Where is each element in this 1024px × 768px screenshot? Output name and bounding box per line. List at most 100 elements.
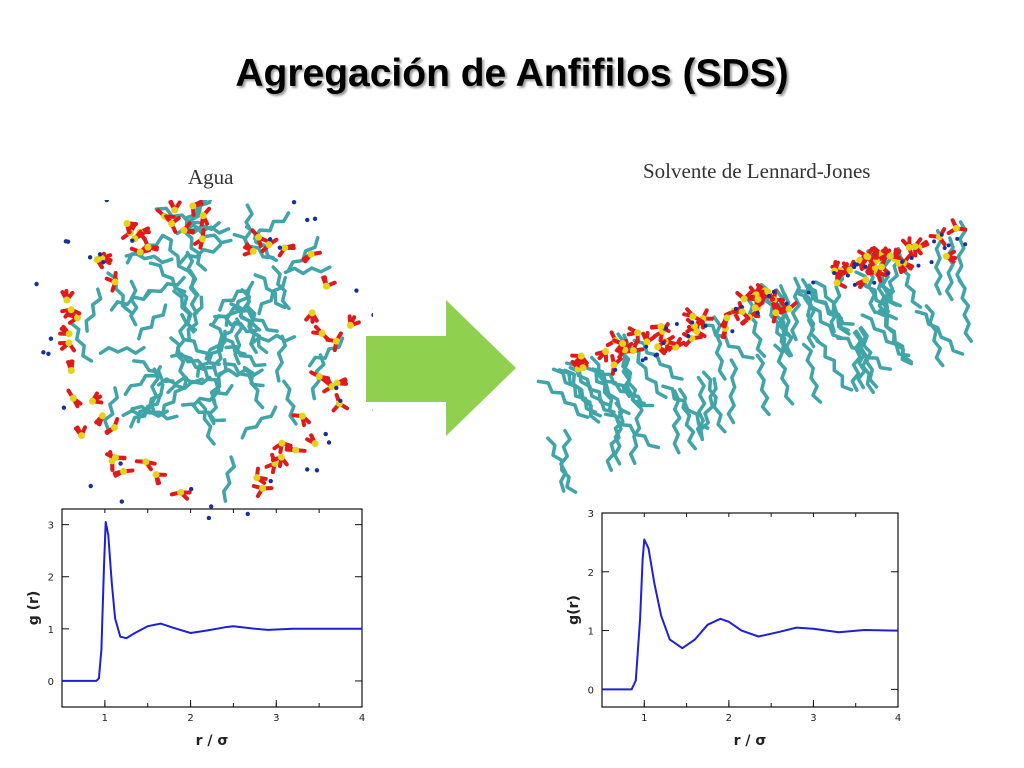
- alkyl-tail: [955, 220, 968, 286]
- counter-ion: [784, 301, 789, 306]
- alkyl-tail: [257, 275, 287, 316]
- sulfate-head: [577, 352, 585, 360]
- sulfate-head: [298, 412, 306, 420]
- sulfate-head: [311, 440, 319, 448]
- counter-ion: [41, 350, 46, 355]
- counter-ion: [942, 245, 947, 250]
- sulfate-head: [657, 322, 665, 330]
- counter-ion: [97, 252, 103, 257]
- alkyl-tail: [249, 333, 297, 346]
- counter-ion: [643, 356, 648, 361]
- y-tick-label: 3: [48, 521, 54, 532]
- counter-ion: [806, 290, 811, 295]
- sulfate-head: [265, 241, 273, 249]
- sulfate-head: [886, 252, 894, 260]
- sulfate-head: [315, 373, 323, 381]
- alkyl-tail: [240, 405, 278, 440]
- alkyl-tail: [123, 365, 162, 397]
- counter-ion: [916, 263, 921, 268]
- sulfate-head: [292, 446, 300, 454]
- counter-ion: [312, 216, 318, 222]
- alkyl-tail: [282, 379, 298, 426]
- alkyl-tail: [175, 312, 189, 360]
- alkyl-tail: [182, 229, 208, 272]
- sulfate-head: [911, 242, 919, 250]
- sulfate-head: [120, 467, 128, 475]
- counter-ion: [206, 515, 212, 520]
- counter-ion: [118, 461, 123, 466]
- counter-ion: [664, 326, 669, 331]
- sulfate-head: [689, 312, 697, 320]
- alkyl-tail: [801, 342, 823, 404]
- sulfate-head: [144, 243, 152, 251]
- y-tick-label: 0: [48, 677, 54, 688]
- sulfate-head: [322, 282, 330, 290]
- plot-frame: [61, 508, 363, 708]
- sulfate-head: [846, 266, 854, 274]
- alkyl-tail: [700, 323, 755, 360]
- alkyl-tail: [944, 236, 955, 302]
- x-tick-label: 2: [187, 713, 193, 724]
- alkyl-tail: [217, 368, 264, 378]
- alkyl-tail: [800, 278, 820, 343]
- sulfate-head: [78, 432, 86, 440]
- alkyl-tail: [632, 338, 684, 381]
- counter-ion: [88, 483, 93, 489]
- sulfate-head: [152, 470, 160, 478]
- sulfate-head: [856, 256, 864, 264]
- x-tick-label: 4: [895, 713, 901, 724]
- y-tick-label: 2: [48, 573, 54, 584]
- counter-ion: [946, 243, 951, 248]
- alkyl-tail: [180, 402, 227, 423]
- counter-ion: [929, 260, 934, 265]
- alkyl-tail: [98, 345, 146, 355]
- counter-ion: [733, 306, 738, 311]
- sulfate-head: [253, 474, 261, 482]
- counter-ion: [767, 293, 772, 298]
- alkyl-tail: [860, 313, 911, 358]
- counter-ion: [48, 336, 54, 341]
- alkyl-tail: [129, 279, 139, 327]
- sulfate-head: [254, 233, 262, 241]
- counter-ion: [46, 351, 51, 357]
- sulfate-head: [98, 412, 106, 420]
- counter-ion: [852, 282, 857, 287]
- sulfate-head: [67, 366, 75, 374]
- counter-ion: [690, 320, 695, 325]
- sulfate-head: [281, 244, 289, 252]
- counter-ion: [34, 281, 39, 287]
- sulfate-head: [579, 364, 587, 372]
- sulfate-head: [318, 329, 326, 337]
- alkyl-tail: [699, 377, 718, 442]
- counter-ion: [855, 262, 860, 267]
- sulfate-head: [168, 220, 176, 228]
- spherical-micelle-image: [34, 200, 373, 520]
- counter-ion: [739, 304, 744, 309]
- alkyl-tail: [222, 455, 237, 503]
- alkyl-tail: [957, 278, 973, 343]
- alkyl-tail: [182, 337, 221, 367]
- counter-ion: [267, 237, 273, 242]
- counter-ion: [730, 329, 735, 334]
- sulfate-head: [602, 348, 610, 356]
- sulfate-head: [654, 343, 662, 351]
- gr-curve: [602, 538, 899, 691]
- counter-ion: [63, 239, 69, 244]
- alkyl-tail: [628, 399, 644, 465]
- sulfate-head: [189, 202, 197, 210]
- alkyl-tail: [790, 276, 801, 342]
- sulfate-head: [277, 453, 285, 461]
- alkyl-tail: [224, 344, 267, 368]
- y-tick-label: 3: [588, 509, 594, 520]
- alkyl-tail: [130, 404, 179, 421]
- alkyl-tail: [536, 379, 590, 419]
- alkyl-tail: [224, 286, 252, 327]
- alkyl-tail: [286, 235, 320, 273]
- alkyl-tail: [914, 309, 965, 356]
- alkyl-tail: [563, 368, 601, 424]
- alkyl-tail: [856, 326, 868, 390]
- alkyl-tail: [551, 367, 598, 415]
- counter-ion: [245, 511, 250, 517]
- counter-ion: [845, 273, 850, 278]
- sulfate-head: [111, 278, 119, 286]
